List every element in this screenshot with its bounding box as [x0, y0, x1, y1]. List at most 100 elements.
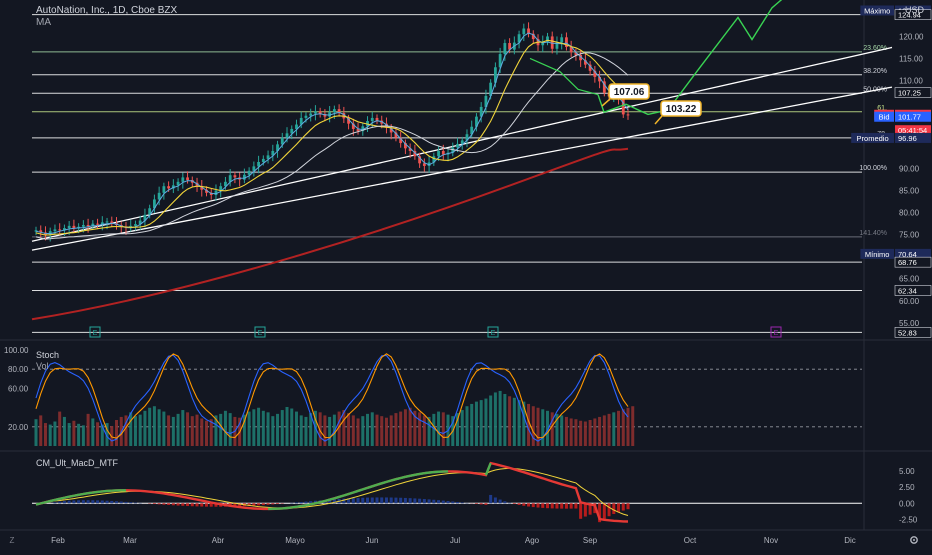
macd-hist-bar	[413, 498, 416, 503]
macd-hist-bar	[418, 499, 421, 504]
price-tag-label: Mínimo	[865, 250, 890, 259]
macd-hist-bar	[181, 503, 184, 506]
volume-bar	[409, 408, 412, 446]
price-tag-value: 101.77	[898, 113, 921, 122]
candle	[158, 193, 161, 200]
macd-hist-bar	[503, 501, 506, 503]
stoch-title[interactable]: Stoch	[36, 350, 59, 360]
macd-hist-bar	[541, 503, 544, 508]
macd-up-segment	[344, 494, 349, 495]
macd-hist-bar	[124, 502, 127, 503]
macd-hist-bar	[205, 503, 208, 506]
macd-hist-bar	[371, 498, 374, 504]
macd-up-segment	[349, 492, 354, 494]
macd-up-segment	[396, 478, 401, 479]
volume-bar	[418, 412, 421, 446]
price-tick: 65.00	[899, 275, 920, 284]
vol-title[interactable]: Vol	[36, 361, 49, 371]
macd-hist-bar	[612, 503, 615, 514]
candle	[87, 225, 90, 226]
candle	[257, 162, 260, 166]
callout-second-text: 103.22	[666, 104, 697, 115]
macd-hist-bar	[72, 500, 75, 503]
macd-hist-bar	[447, 501, 450, 503]
volume-bar	[608, 414, 611, 446]
symbol-title[interactable]: AutoNation, Inc., 1D, Cboe BZX	[36, 5, 177, 16]
volume-bar	[200, 418, 203, 446]
macd-up-segment	[69, 496, 74, 497]
macd-hist-bar	[295, 502, 298, 503]
macd-hist-bar	[489, 495, 492, 503]
callout-first-pointer	[602, 99, 610, 106]
macd-hist-bar	[584, 503, 587, 516]
macd-up-segment	[353, 491, 358, 493]
volume-bar	[91, 418, 94, 446]
macd-up-segment	[372, 485, 377, 487]
macd-up-segment	[292, 507, 297, 508]
indicator-label[interactable]: MA	[36, 17, 51, 28]
price-tick: 110.00	[899, 76, 923, 85]
macd-hist-bar	[537, 503, 540, 507]
volume-bar	[480, 400, 483, 446]
price-tick: 90.00	[899, 165, 920, 174]
time-label: Ago	[525, 536, 540, 545]
callout-first: 107.06	[609, 84, 649, 99]
volume-bar	[96, 422, 99, 446]
stoch-tick: 60.00	[8, 384, 29, 393]
candle	[376, 118, 379, 121]
volume-bar	[172, 417, 175, 446]
macd-up-segment	[401, 477, 406, 478]
volume-bar	[532, 406, 535, 446]
macd-hist-bar	[366, 498, 369, 504]
price-tag-label: Bid	[879, 113, 890, 122]
macd-up-segment	[330, 498, 335, 499]
volume-bar	[191, 416, 194, 446]
price-tag-value: 62.34	[898, 286, 917, 295]
volume-bar	[205, 421, 208, 446]
volume-bar	[328, 417, 331, 446]
volume-bar	[58, 412, 61, 446]
macd-hist-bar	[153, 503, 156, 504]
candle	[456, 144, 459, 148]
volume-bar	[404, 409, 407, 446]
candle	[503, 43, 506, 54]
fib-label: 141.40%	[859, 230, 887, 237]
macd-hist-bar	[267, 503, 270, 505]
macd-hist-bar	[375, 497, 378, 503]
candle	[58, 229, 61, 230]
price-tag: 107.25	[895, 88, 931, 98]
candle	[437, 151, 440, 156]
macd-hist-bar	[134, 503, 137, 504]
volume-bar	[598, 417, 601, 446]
macd-up-segment	[50, 500, 55, 501]
volume-bar	[181, 410, 184, 446]
volume-bar	[489, 396, 492, 446]
candle	[162, 186, 165, 193]
macd-title[interactable]: CM_Ult_MacD_MTF	[36, 458, 118, 468]
volume-bar	[39, 415, 42, 446]
macd-hist-bar	[603, 503, 606, 519]
volume-bar	[286, 407, 289, 446]
macd-hist-bar	[494, 497, 497, 503]
currency-label[interactable]: USD	[905, 5, 924, 15]
volume-bar	[366, 414, 369, 446]
ma-white	[36, 53, 628, 239]
macd-hist-bar	[68, 501, 71, 504]
volume-bar	[281, 410, 284, 446]
fib-label: 100.00%	[859, 165, 887, 172]
candle	[314, 111, 317, 113]
macd-hist-bar	[480, 503, 483, 504]
macd-hist-bar	[451, 501, 454, 503]
fib-label: 38.20%	[863, 68, 887, 75]
macd-hist-bar	[87, 500, 90, 503]
volume-bar	[361, 416, 364, 446]
tv-logo-icon: Z	[10, 536, 15, 545]
candle	[96, 224, 99, 225]
volume-bar	[394, 413, 397, 446]
price-tag: Bid 101.77	[874, 112, 931, 122]
macd-up-segment	[486, 463, 491, 475]
macd-up-segment	[382, 482, 387, 483]
volume-bars	[35, 391, 635, 446]
volume-bar	[210, 419, 213, 446]
